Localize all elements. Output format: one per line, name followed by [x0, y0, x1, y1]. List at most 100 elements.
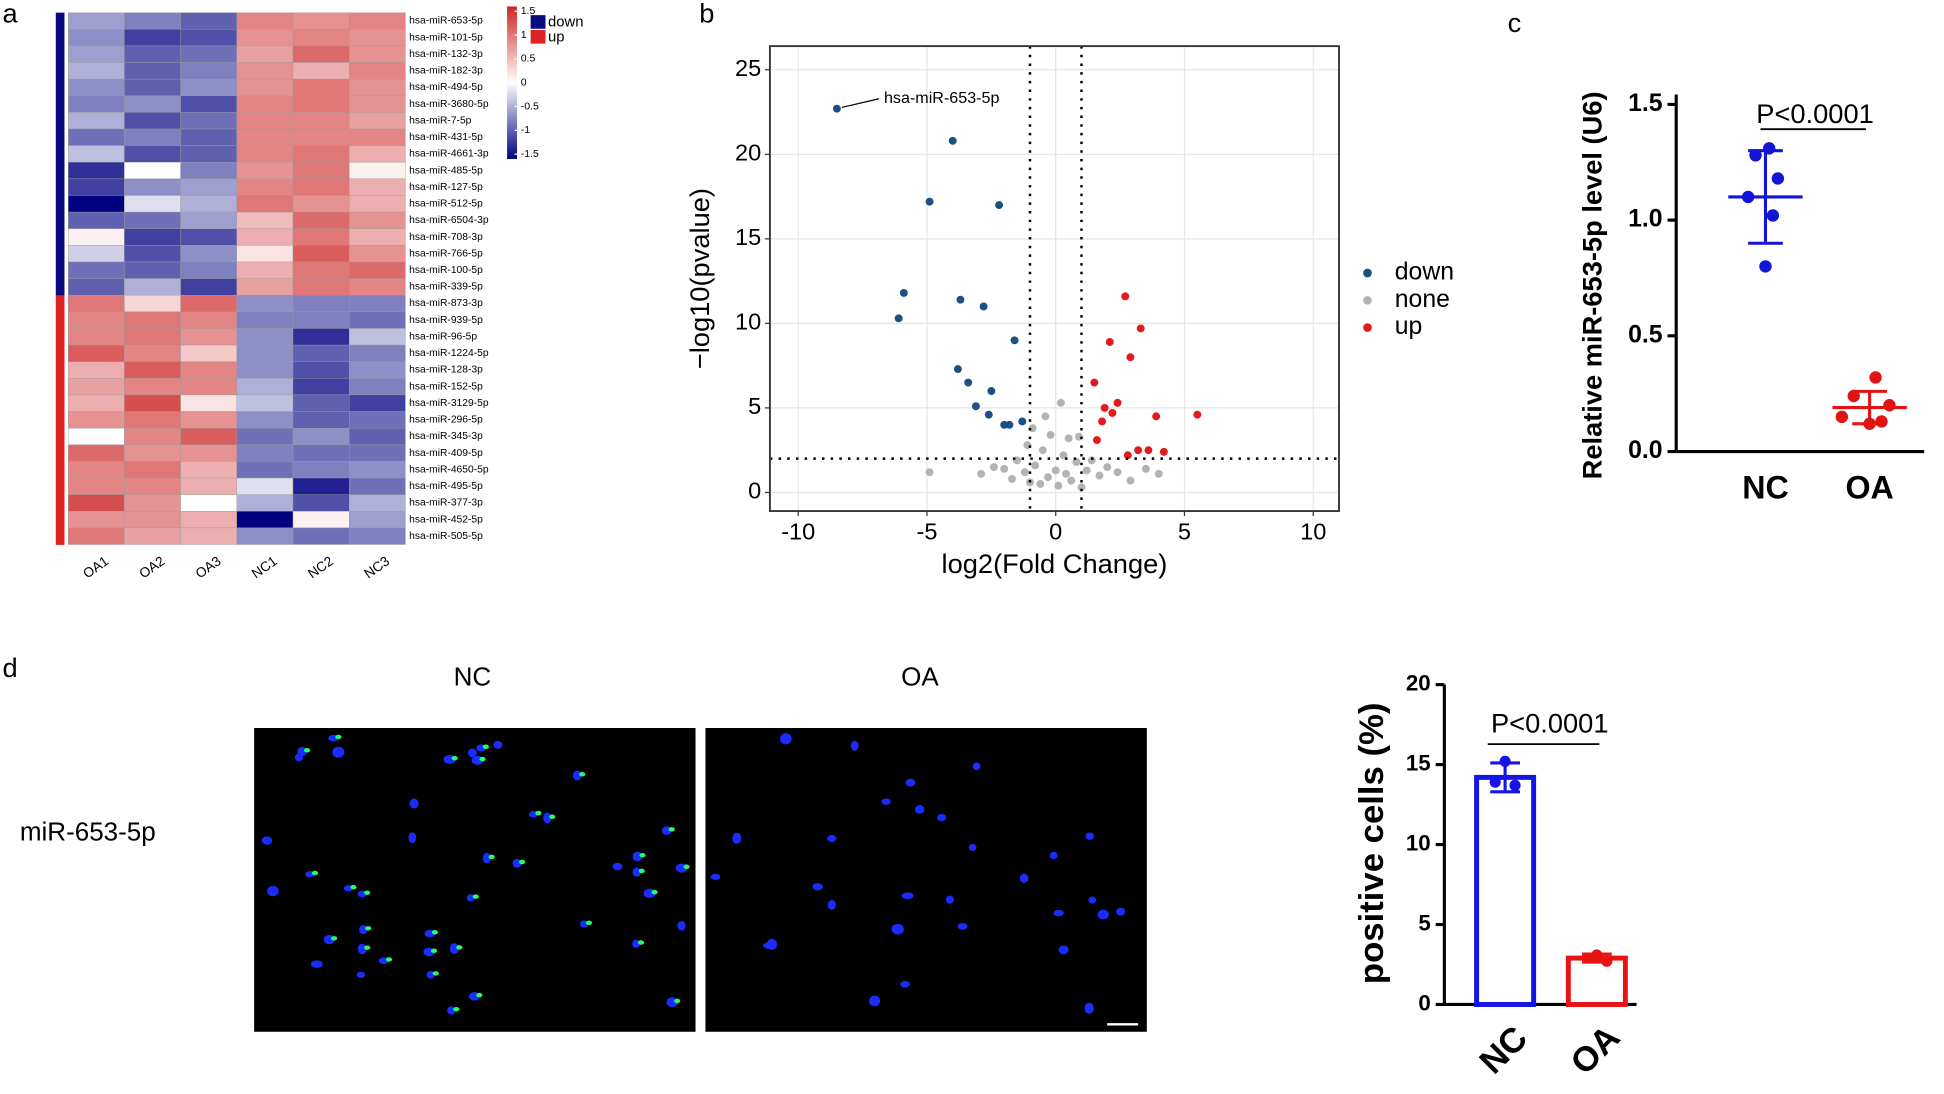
- point: [1766, 209, 1780, 222]
- heat-cell: [68, 62, 125, 80]
- point: [1591, 949, 1603, 961]
- legend-marker: [1363, 268, 1372, 278]
- point: [1126, 476, 1135, 485]
- heat-cell: [180, 261, 237, 279]
- nucleus: [1085, 832, 1095, 840]
- heat-cell: [124, 278, 181, 296]
- row-label: hsa-miR-708-3p: [409, 232, 483, 243]
- heat-cell: [349, 394, 406, 412]
- nucleus: [905, 778, 916, 787]
- heat-cell: [180, 361, 237, 379]
- row-label: hsa-miR-182-3p: [409, 66, 483, 77]
- point: [989, 463, 998, 472]
- row-group: [55, 361, 65, 379]
- heat-cell: [292, 461, 350, 479]
- nucleus: [1088, 896, 1097, 904]
- point: [984, 410, 993, 419]
- heat-cell: [124, 461, 181, 479]
- signal: [365, 926, 372, 931]
- row-group: [55, 45, 65, 63]
- heat-cell: [236, 278, 294, 296]
- heat-cell: [68, 128, 125, 146]
- heat-cell: [124, 128, 181, 146]
- heat-cell: [68, 511, 125, 529]
- heat-cell: [349, 344, 406, 362]
- heat-cell: [349, 162, 406, 180]
- heat-cell: [68, 29, 125, 47]
- nucleus: [261, 836, 273, 845]
- point: [1051, 466, 1060, 475]
- point: [1154, 469, 1163, 478]
- heat-cell: [180, 29, 237, 47]
- color-tick-label: 0.5: [521, 53, 536, 65]
- row-label: hsa-miR-96-5p: [409, 331, 477, 342]
- color-bar: [507, 6, 517, 159]
- nucleus: [359, 925, 368, 935]
- heat-cell: [349, 511, 406, 529]
- heat-cell: [236, 394, 294, 412]
- heat-cell: [180, 494, 237, 512]
- nucleus: [1053, 909, 1064, 917]
- column-label: NC1: [249, 553, 280, 581]
- heat-cell: [124, 427, 181, 445]
- micrograph-column-label: NC: [454, 661, 492, 691]
- heat-cell: [180, 278, 237, 296]
- nucleus: [632, 867, 642, 877]
- legend-swatch: [530, 15, 546, 29]
- heat-cell: [236, 494, 294, 512]
- column-label: OA2: [137, 553, 168, 581]
- signal: [363, 890, 371, 895]
- heat-cell: [68, 228, 125, 246]
- point: [995, 201, 1004, 210]
- heat-cell: [124, 95, 181, 113]
- heat-cell: [292, 361, 350, 379]
- column-label: NC2: [305, 553, 336, 581]
- nucleus: [732, 832, 742, 844]
- heat-cell: [349, 444, 406, 462]
- point: [1092, 436, 1101, 445]
- heat-cell: [349, 95, 406, 113]
- heat-cell: [68, 344, 125, 362]
- heat-cell: [180, 78, 237, 96]
- row-group: [55, 461, 65, 479]
- heat-cell: [180, 378, 237, 396]
- x-tick-label: 10: [1300, 519, 1326, 545]
- point: [899, 288, 908, 297]
- point: [971, 402, 980, 411]
- point: [1046, 431, 1055, 439]
- point: [1121, 292, 1130, 301]
- row-group: [55, 311, 65, 329]
- signal: [585, 920, 593, 926]
- heat-cell: [124, 328, 181, 346]
- nucleus: [869, 995, 881, 1007]
- heat-cell: [180, 511, 237, 529]
- heat-cell: [124, 112, 181, 130]
- point: [1036, 480, 1045, 488]
- nucleus: [915, 805, 925, 814]
- point: [1031, 461, 1040, 470]
- micrograph: [254, 728, 696, 1032]
- legend-marker: [1363, 295, 1372, 305]
- micrograph: [705, 728, 1147, 1032]
- row-label: hsa-miR-3129-5p: [409, 398, 489, 409]
- y-tick-label: 0.5: [1628, 321, 1663, 348]
- heat-cell: [236, 344, 294, 362]
- point: [1000, 464, 1009, 473]
- heat-cell: [292, 211, 350, 229]
- heat-cell: [292, 95, 350, 113]
- heat-cell: [68, 361, 125, 379]
- color-tick-label: 1.5: [521, 5, 536, 17]
- heat-cell: [292, 511, 350, 529]
- heat-cell: [124, 444, 181, 462]
- heat-cell: [292, 378, 350, 396]
- row-group: [55, 494, 65, 512]
- y-tick-label: 1.0: [1628, 206, 1662, 233]
- color-tick-label: -0.5: [521, 100, 539, 112]
- y-tick-label: 20: [735, 140, 761, 166]
- nucleus: [1049, 851, 1058, 860]
- row-label: hsa-miR-296-5p: [409, 415, 483, 426]
- nucleus: [812, 883, 823, 891]
- panel-label: c: [1508, 7, 1522, 38]
- row-group: [55, 228, 65, 246]
- heat-cell: [180, 461, 237, 479]
